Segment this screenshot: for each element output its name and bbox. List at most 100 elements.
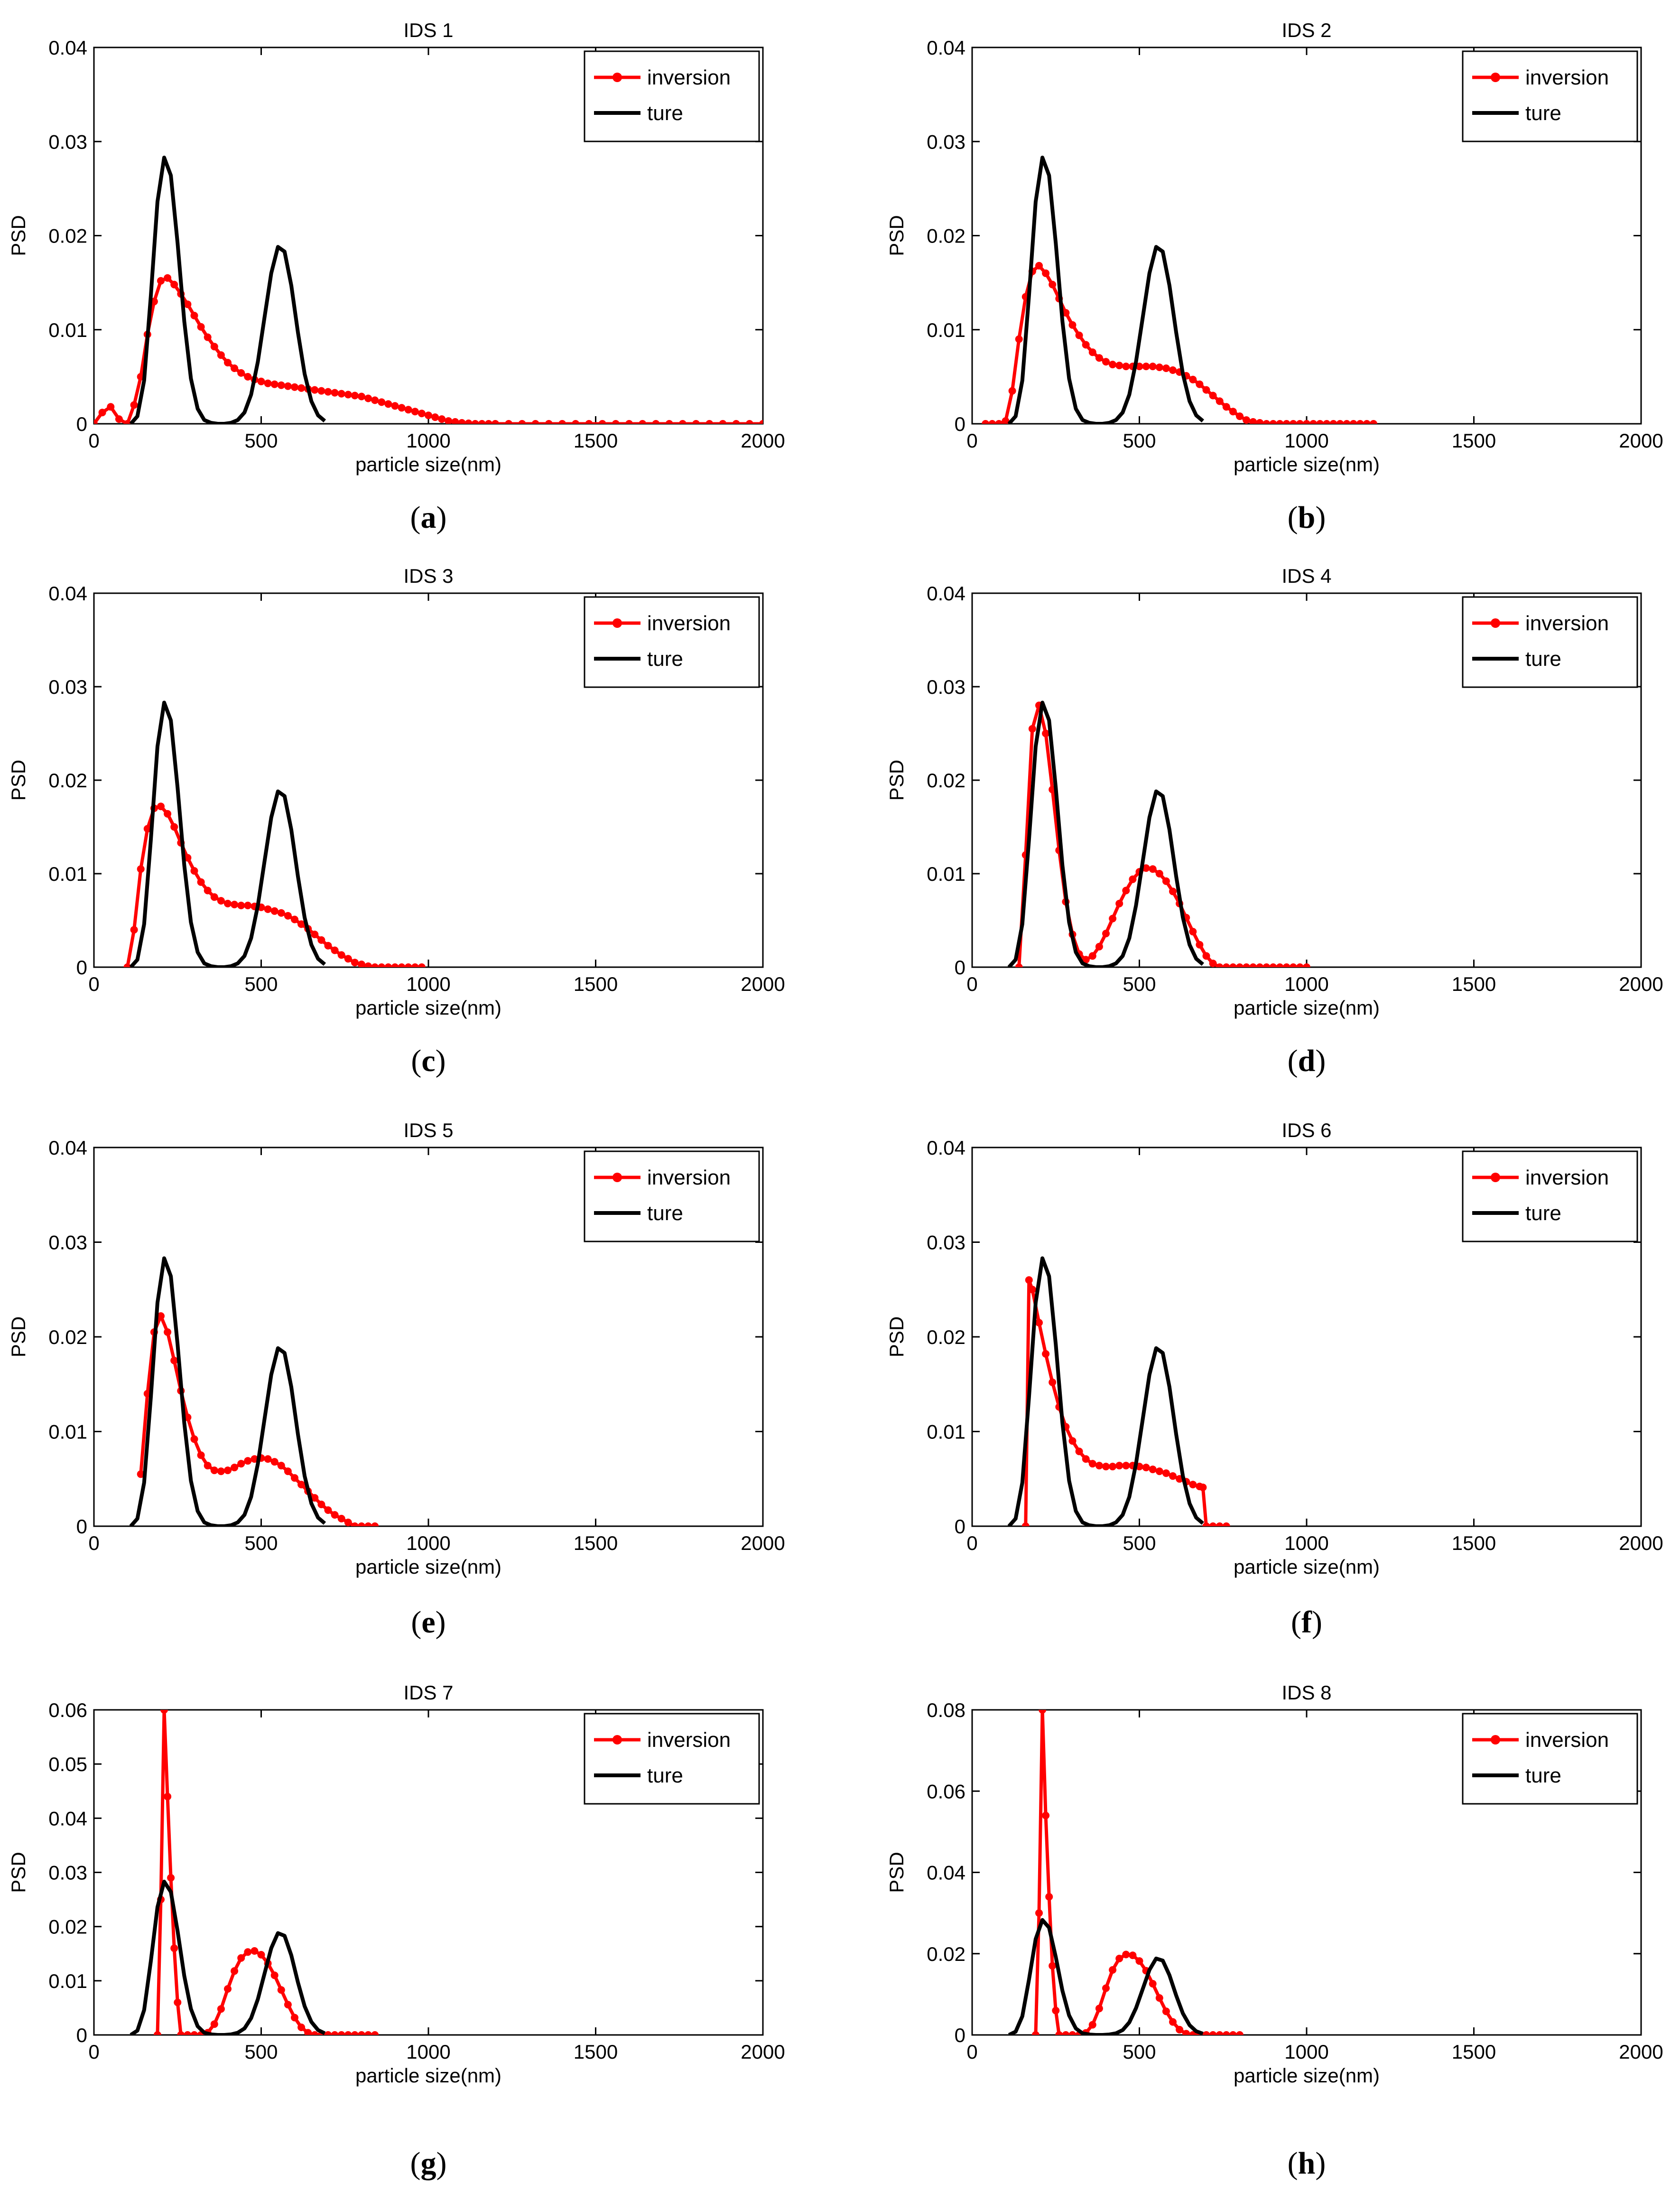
data-point-inversion xyxy=(1162,877,1170,885)
legend: inversion ture xyxy=(584,1150,760,1242)
x-tick-label: 2000 xyxy=(741,2041,785,2063)
data-point-inversion xyxy=(204,886,212,895)
y-axis-label: PSD xyxy=(885,1852,908,1893)
data-point-inversion xyxy=(1323,420,1331,424)
legend-label-ture: ture xyxy=(1525,1764,1561,1787)
x-tick-label: 1500 xyxy=(574,1532,618,1554)
data-point-inversion xyxy=(1109,1966,1117,1974)
data-point-inversion xyxy=(358,961,365,967)
series-ture xyxy=(1007,700,1204,967)
data-point-inversion xyxy=(224,1985,232,1993)
panel-caption: (g) xyxy=(410,2146,447,2181)
data-point-inversion xyxy=(1082,341,1090,349)
chart-panel-h: IDS 8 0 500 1000 1500 2000 0 0.02 0.04 0.06 0.08 pa… xyxy=(885,1681,1663,2181)
data-point-inversion xyxy=(311,931,319,938)
data-point-inversion xyxy=(157,277,165,285)
legend-marker xyxy=(1491,1735,1500,1745)
y-tick-label: 0 xyxy=(955,1515,965,1538)
data-point-inversion xyxy=(492,420,499,424)
panel-caption: (h) xyxy=(1288,2146,1326,2181)
data-point-inversion xyxy=(244,902,252,909)
data-point-inversion xyxy=(344,2031,352,2035)
data-point-inversion xyxy=(1135,1957,1143,1965)
data-point-inversion xyxy=(1109,914,1117,923)
y-tick-label: 0.04 xyxy=(927,582,965,605)
data-point-inversion xyxy=(1169,2018,1177,2026)
data-point-inversion xyxy=(1049,1378,1057,1386)
legend-box xyxy=(584,596,760,688)
data-point-inversion xyxy=(1055,2031,1063,2035)
data-point-inversion xyxy=(438,415,446,423)
data-point-inversion xyxy=(1262,963,1271,967)
data-point-inversion xyxy=(297,2024,306,2031)
y-tick-label: 0.01 xyxy=(48,319,87,341)
data-point-inversion xyxy=(331,1511,339,1519)
data-point-inversion xyxy=(1082,1455,1090,1463)
data-point-inversion xyxy=(1095,1462,1103,1470)
data-point-inversion xyxy=(411,963,419,967)
series-line-ture xyxy=(129,700,326,967)
data-point-inversion xyxy=(398,963,406,967)
y-axis-label: PSD xyxy=(885,215,908,256)
series-ture xyxy=(1007,1256,1204,1526)
y-tick-label: 0.03 xyxy=(48,1862,87,1884)
data-point-inversion xyxy=(1075,1447,1083,1455)
data-point-inversion xyxy=(1269,963,1277,967)
data-point-inversion xyxy=(1002,417,1010,424)
y-tick-label: 0.02 xyxy=(48,769,87,792)
x-axis-label: particle size(nm) xyxy=(355,2064,501,2087)
data-point-inversion xyxy=(311,1494,319,1502)
data-point-inversion xyxy=(1269,420,1277,424)
legend-box xyxy=(1462,1713,1638,1805)
data-point-inversion xyxy=(123,963,131,967)
data-point-inversion xyxy=(160,1710,168,1714)
data-point-inversion xyxy=(1189,1481,1197,1489)
data-point-inversion xyxy=(1236,2031,1244,2035)
series-line-ture xyxy=(1007,700,1204,967)
x-tick-label: 1000 xyxy=(406,2041,450,2063)
data-point-inversion xyxy=(1095,2005,1103,2013)
y-tick-label: 0.03 xyxy=(48,676,87,698)
caption-close: ) xyxy=(436,2146,447,2181)
data-point-inversion xyxy=(1162,364,1170,372)
chart-panel-g: IDS 7 0 500 1000 1500 2000 0 0.01 0.02 0.03 0.04 0.… xyxy=(7,1681,785,2181)
y-tick-label: 0.02 xyxy=(927,1943,965,1965)
data-point-inversion xyxy=(231,1464,239,1472)
data-point-inversion xyxy=(391,402,399,410)
y-tick-label: 0.04 xyxy=(48,582,87,605)
data-point-inversion xyxy=(364,962,372,967)
data-point-inversion xyxy=(297,384,306,392)
data-point-inversion xyxy=(1370,420,1377,424)
data-point-inversion xyxy=(270,1458,278,1466)
data-point-inversion xyxy=(277,1462,285,1470)
data-point-inversion xyxy=(331,946,339,954)
data-point-inversion xyxy=(311,386,319,394)
data-point-inversion xyxy=(1282,420,1290,424)
y-tick-label: 0 xyxy=(955,2024,965,2046)
data-point-inversion xyxy=(1189,928,1197,936)
x-tick-label: 0 xyxy=(966,429,977,452)
data-point-inversion xyxy=(337,951,345,959)
chart-panel-f: IDS 6 0 500 1000 1500 2000 0 0.01 0.02 0.03 0.04 pa… xyxy=(885,1119,1663,1640)
data-point-inversion xyxy=(351,959,359,967)
data-point-inversion xyxy=(692,420,700,424)
data-point-inversion xyxy=(324,1506,332,1514)
caption-letter: b xyxy=(1298,500,1316,535)
legend-box xyxy=(584,1713,760,1805)
data-point-inversion xyxy=(197,1451,205,1459)
y-tick-label: 0.06 xyxy=(48,1699,87,1721)
data-point-inversion xyxy=(1122,1950,1130,1959)
x-tick-label: 2000 xyxy=(1619,1532,1663,1554)
data-point-inversion xyxy=(431,413,439,421)
data-point-inversion xyxy=(1115,362,1123,370)
data-point-inversion xyxy=(1122,363,1130,371)
data-point-inversion xyxy=(1209,1522,1217,1526)
data-point-inversion xyxy=(1049,1962,1057,1970)
data-point-inversion xyxy=(270,907,278,915)
y-tick-label: 0.01 xyxy=(927,1421,965,1443)
x-tick-label: 0 xyxy=(88,1532,99,1554)
data-point-inversion xyxy=(264,1455,272,1463)
legend-marker xyxy=(1491,1173,1500,1182)
data-point-inversion xyxy=(598,420,606,424)
